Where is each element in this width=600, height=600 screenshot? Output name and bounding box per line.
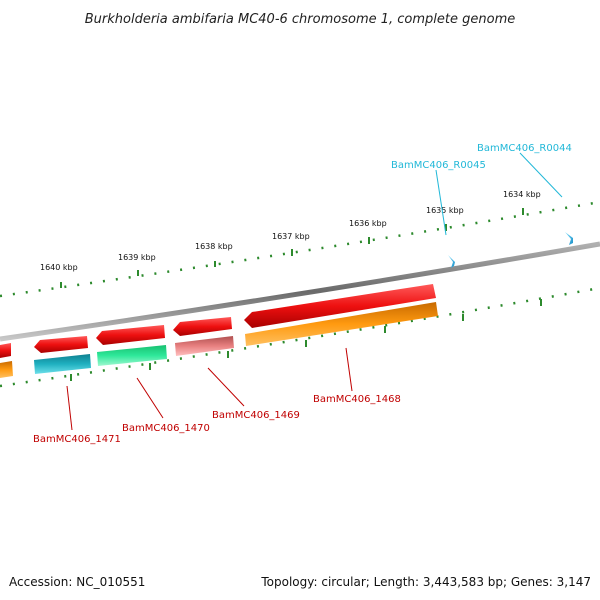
accession-text: Accession: NC_010551 <box>9 575 145 589</box>
rna-track <box>448 232 573 268</box>
tick-label-1640: 1640 kbp <box>40 263 78 272</box>
leader-1468 <box>345 347 353 392</box>
rna-label-r0045[interactable]: BamMC406_R0045 <box>391 160 486 171</box>
inner-tick-ring <box>0 286 600 388</box>
tick-label-1638: 1638 kbp <box>195 242 233 251</box>
rna-marker-r0044[interactable] <box>565 232 573 245</box>
gene-label-1469[interactable]: BamMC406_1469 <box>212 410 300 421</box>
cog-bar-1468 <box>245 302 438 346</box>
leader-1469 <box>207 367 245 407</box>
cog-bar-partial <box>0 361 13 378</box>
leader-1471 <box>66 385 73 431</box>
tick-label-1637: 1637 kbp <box>272 232 310 241</box>
gene-arrow-partial[interactable] <box>0 343 11 358</box>
gene-label-1470[interactable]: BamMC406_1470 <box>122 423 210 434</box>
leader-1470 <box>136 377 164 419</box>
leader-r0044 <box>519 152 563 198</box>
rna-label-r0044[interactable]: BamMC406_R0044 <box>477 143 572 154</box>
cog-bar-1471 <box>34 354 91 374</box>
map-title: Burkholderia ambifaria MC40-6 chromosome… <box>85 12 515 27</box>
leader-r0045 <box>435 169 447 236</box>
chromosome-backbone <box>0 241 600 342</box>
tick-label-1634: 1634 kbp <box>503 190 541 199</box>
outer-tick-ring <box>0 200 600 298</box>
cog-track <box>0 302 438 378</box>
genome-summary-text: Topology: circular; Length: 3,443,583 bp… <box>260 575 591 589</box>
gene-label-1471[interactable]: BamMC406_1471 <box>33 434 121 445</box>
gene-arrow-1468[interactable] <box>244 284 436 328</box>
leader-lines <box>66 152 563 431</box>
tick-label-1636: 1636 kbp <box>349 219 387 228</box>
tick-label-1635: 1635 kbp <box>426 206 464 215</box>
rna-marker-r0045[interactable] <box>448 255 455 268</box>
gene-arrow-1469[interactable] <box>173 317 232 336</box>
gene-label-1468[interactable]: BamMC406_1468 <box>313 394 401 405</box>
tick-label-1639: 1639 kbp <box>118 253 156 262</box>
cog-bar-1469 <box>175 336 234 356</box>
gene-track <box>0 284 436 358</box>
gene-arrow-1471[interactable] <box>34 336 88 353</box>
gene-arrow-1470[interactable] <box>96 325 165 345</box>
cog-bar-1470 <box>97 345 167 366</box>
outer-minor-ticks <box>0 200 600 298</box>
